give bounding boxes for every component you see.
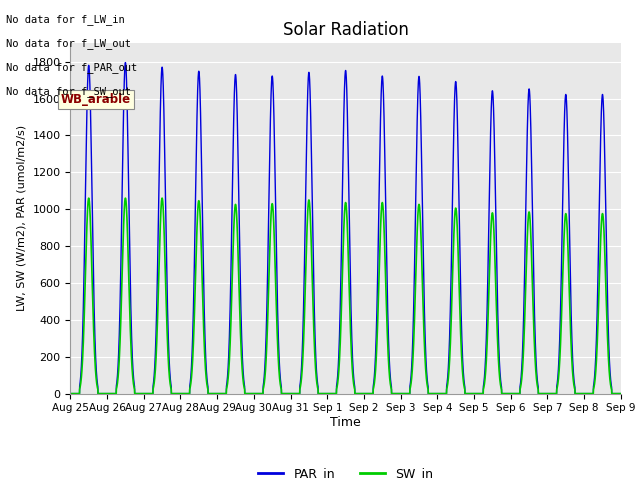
SW_in [85, 195, 93, 201]
Text: No data for f_PAR_out: No data for f_PAR_out [6, 62, 138, 73]
SW_in [615, 391, 623, 396]
SW_in [422, 365, 429, 371]
PAR_in [67, 391, 74, 396]
SW_in [500, 391, 508, 396]
SW_in [617, 391, 625, 396]
SW_in [273, 310, 280, 315]
PAR_in [179, 391, 186, 396]
Text: No data for f_SW_out: No data for f_SW_out [6, 86, 131, 97]
PAR_in [273, 255, 280, 261]
Text: No data for f_LW_out: No data for f_LW_out [6, 38, 131, 49]
SW_in [184, 391, 192, 396]
Legend: PAR_in, SW_in: PAR_in, SW_in [253, 462, 438, 480]
PAR_in [422, 347, 429, 353]
PAR_in [500, 391, 508, 396]
SW_in [179, 391, 186, 396]
Title: Solar Radiation: Solar Radiation [283, 21, 408, 39]
Text: No data for f_LW_in: No data for f_LW_in [6, 14, 125, 25]
SW_in [67, 391, 74, 396]
X-axis label: Time: Time [330, 416, 361, 429]
PAR_in [122, 60, 129, 65]
Text: WB_arable: WB_arable [61, 93, 131, 106]
Y-axis label: LW, SW (W/m2), PAR (umol/m2/s): LW, SW (W/m2), PAR (umol/m2/s) [17, 125, 27, 312]
Line: SW_in: SW_in [70, 198, 621, 394]
PAR_in [615, 391, 623, 396]
PAR_in [617, 391, 625, 396]
PAR_in [184, 391, 192, 396]
Line: PAR_in: PAR_in [70, 62, 621, 394]
